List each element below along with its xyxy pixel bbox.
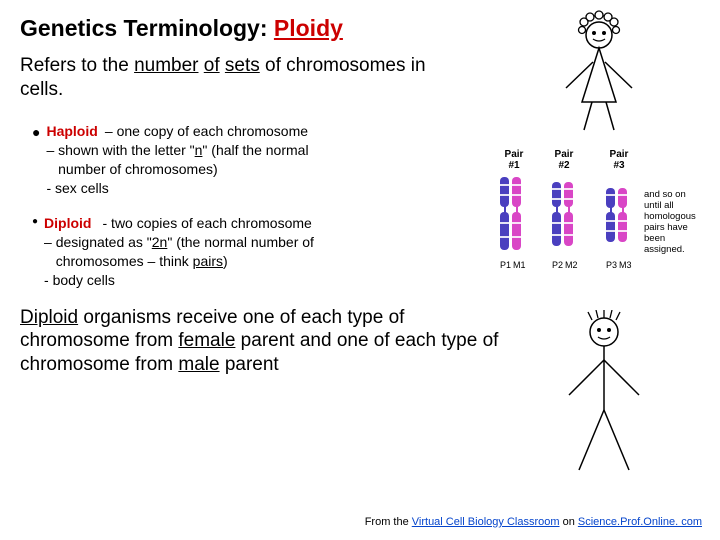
term-haploid: Haploid xyxy=(46,123,100,139)
title-prefix: Genetics Terminology: xyxy=(20,15,274,41)
bullet-dot: ● xyxy=(32,214,38,229)
bullet-dot: ● xyxy=(32,122,40,143)
figures-panel: Pair#1 Pair#2 Pair#3 P1 M1 xyxy=(494,10,704,520)
pm-m3: M3 xyxy=(619,260,632,270)
female-stick-figure xyxy=(554,10,644,135)
footer-prefix: From the xyxy=(365,516,412,528)
summary-text: Diploid organisms receive one of each ty… xyxy=(20,306,510,377)
pm-p2: P2 xyxy=(552,260,563,270)
bullet-haploid: ● Haploid – one copy of each chromosome–… xyxy=(32,122,470,198)
title-accent: Ploidy xyxy=(274,15,343,41)
bullet-diploid: ● Diploid - two copies of each chromosom… xyxy=(32,214,470,290)
chromosome-diagram xyxy=(494,172,644,258)
pm-m1: M1 xyxy=(513,260,526,270)
pair-label-3: Pair#3 xyxy=(604,150,634,171)
pair-label-1: Pair#1 xyxy=(499,150,529,171)
term-diploid: Diploid xyxy=(44,215,98,231)
pm-p1: P1 xyxy=(500,260,511,270)
page-title: Genetics Terminology: Ploidy xyxy=(20,15,470,42)
chrom-side-note: and so on until all homologous pairs hav… xyxy=(644,190,702,256)
male-stick-figure xyxy=(554,310,654,480)
pm-m2: M2 xyxy=(565,260,578,270)
pair-label-2: Pair#2 xyxy=(549,150,579,171)
pm-p3: P3 xyxy=(606,260,617,270)
refers-text: Refers to the number of sets of chromoso… xyxy=(20,54,470,102)
